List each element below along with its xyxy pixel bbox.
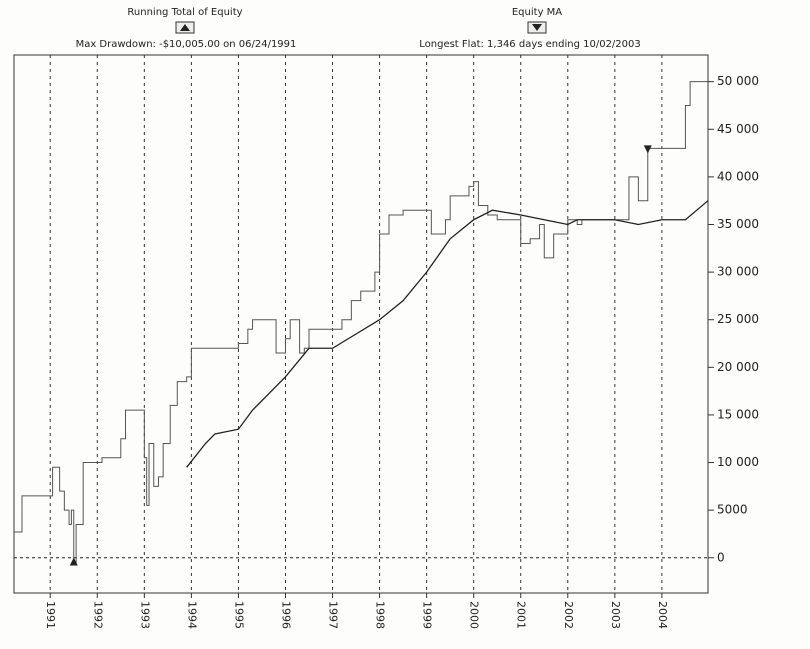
x-tick-label: 1994 — [185, 601, 198, 629]
x-tick-label: 1996 — [279, 601, 292, 629]
drawdown-note: Max Drawdown: -$10,005.00 on 06/24/1991 — [76, 39, 297, 50]
x-tick-label: 1993 — [138, 601, 151, 629]
plot-frame — [13, 54, 709, 594]
series-title: Running Total of Equity — [127, 7, 242, 18]
y-tick-label: 0 — [717, 550, 725, 564]
x-tick-label: 2003 — [609, 601, 622, 629]
y-tick-label: 10 000 — [717, 455, 759, 469]
y-tick-label: 25 000 — [717, 312, 759, 326]
y-tick-label: 20 000 — [717, 360, 759, 374]
y-tick-label: 35 000 — [717, 217, 759, 231]
y-tick-label: 50 000 — [717, 74, 759, 88]
series-title: Equity MA — [512, 7, 562, 18]
x-tick-label: 2000 — [468, 601, 481, 629]
signal-marker — [69, 557, 78, 566]
toggle-button[interactable] — [175, 21, 195, 34]
y-tick-label: 5000 — [717, 503, 748, 517]
x-tick-label: 2002 — [562, 601, 575, 629]
y-tick-label: 30 000 — [717, 265, 759, 279]
x-tick-label: 1995 — [232, 601, 245, 629]
flat-note: Longest Flat: 1,346 days ending 10/02/20… — [419, 39, 641, 50]
y-tick-label: 45 000 — [717, 122, 759, 136]
x-tick-label: 1998 — [374, 601, 387, 629]
y-tick-label: 15 000 — [717, 407, 759, 421]
x-tick-label: 2004 — [656, 601, 669, 629]
x-tick-label: 1999 — [421, 601, 434, 629]
signal-marker — [643, 145, 652, 154]
button-icon — [532, 24, 542, 31]
x-tick-label: 1997 — [327, 601, 340, 629]
x-tick-label: 1992 — [91, 601, 104, 629]
x-tick-label: 2001 — [515, 601, 528, 629]
series-line — [186, 200, 709, 468]
y-tick-label: 40 000 — [717, 169, 759, 183]
button-icon — [180, 24, 190, 31]
x-tick-label: 1991 — [44, 601, 57, 629]
toggle-button[interactable] — [527, 21, 547, 34]
